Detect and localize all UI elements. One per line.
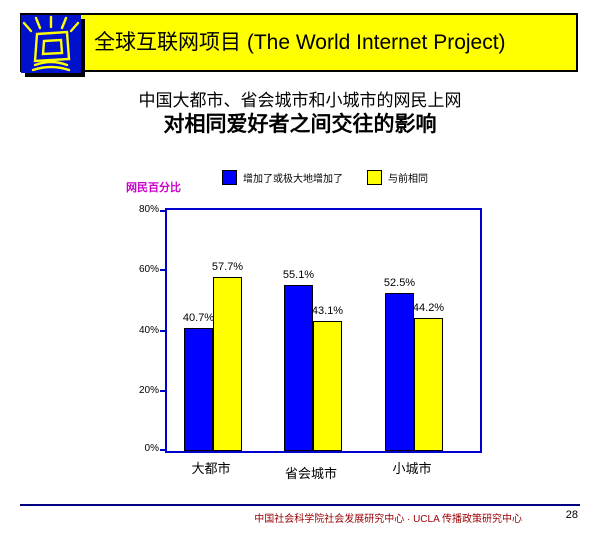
slide-title-line1: 中国大都市、省会城市和小城市的网民上网 [138,91,462,110]
legend-label-increased: 增加了或极大地增加了 [243,174,343,185]
bar-小城市-series1 [414,318,443,451]
y-tick-label: 20% [138,385,159,396]
legend-swatch-blue [222,170,237,185]
bar-小城市-series0 [385,293,414,451]
bar-省会城市-series1 [313,321,342,451]
x-axis-category-labels: 大都市 省会城市 小城市 [165,458,482,481]
bar-value-label: 55.1% [282,269,315,281]
y-tick-mark [160,449,167,451]
bar-大都市-series1 [213,277,242,451]
category-label-大都市: 大都市 [191,461,231,476]
project-logo [21,15,81,73]
y-tick-label: 80% [138,204,159,215]
header-banner: 全球互联网项目 (The World Internet Project) [20,13,578,72]
y-tick-label: 40% [138,325,159,336]
category-label-小城市: 小城市 [392,461,432,476]
y-tick-mark [160,330,167,332]
bar-value-label: 44.2% [412,302,445,314]
legend-label-same: 与前相同 [388,174,428,185]
y-tick-label: 60% [138,264,159,275]
plot-area: 0% 20% 40% 60% 80% 40.7% 57.7% 55.1% 43.1% 52.5% 4… [139,204,482,454]
bar-value-label: 40.7% [182,312,215,324]
category-label-省会城市: 省会城市 [284,466,338,481]
y-tick-label: 0% [144,443,159,454]
legend-swatch-yellow [367,170,382,185]
bar-value-label: 43.1% [311,305,344,317]
chart-legend: 增加了或极大地增加了 与前相同 [222,170,428,185]
y-tick-mark [160,269,167,271]
legend-item-increased: 增加了或极大地增加了 [222,170,343,185]
footer-credit-text: 中国社会科学院社会发展研究中心 · UCLA 传播政策研究中心 [254,514,522,525]
bar-value-label: 57.7% [211,261,244,273]
footer-divider-line [20,504,580,506]
y-tick-mark [160,390,167,392]
y-axis-label: 网民百分比 [126,182,181,194]
bar-value-label: 52.5% [383,277,416,289]
bar-大都市-series0 [184,328,213,451]
y-tick-mark [160,210,167,212]
page-number: 28 [565,509,578,521]
shining-monitor-icon [22,15,80,72]
header-title: 全球互联网项目 (The World Internet Project) [94,31,506,54]
slide-title: 中国大都市、省会城市和小城市的网民上网 对相同爱好者之间交往的影响 [0,90,600,137]
bar-省会城市-series0 [284,285,313,451]
slide-title-line2: 对相同爱好者之间交往的影响 [163,113,437,136]
legend-item-same: 与前相同 [367,170,428,185]
